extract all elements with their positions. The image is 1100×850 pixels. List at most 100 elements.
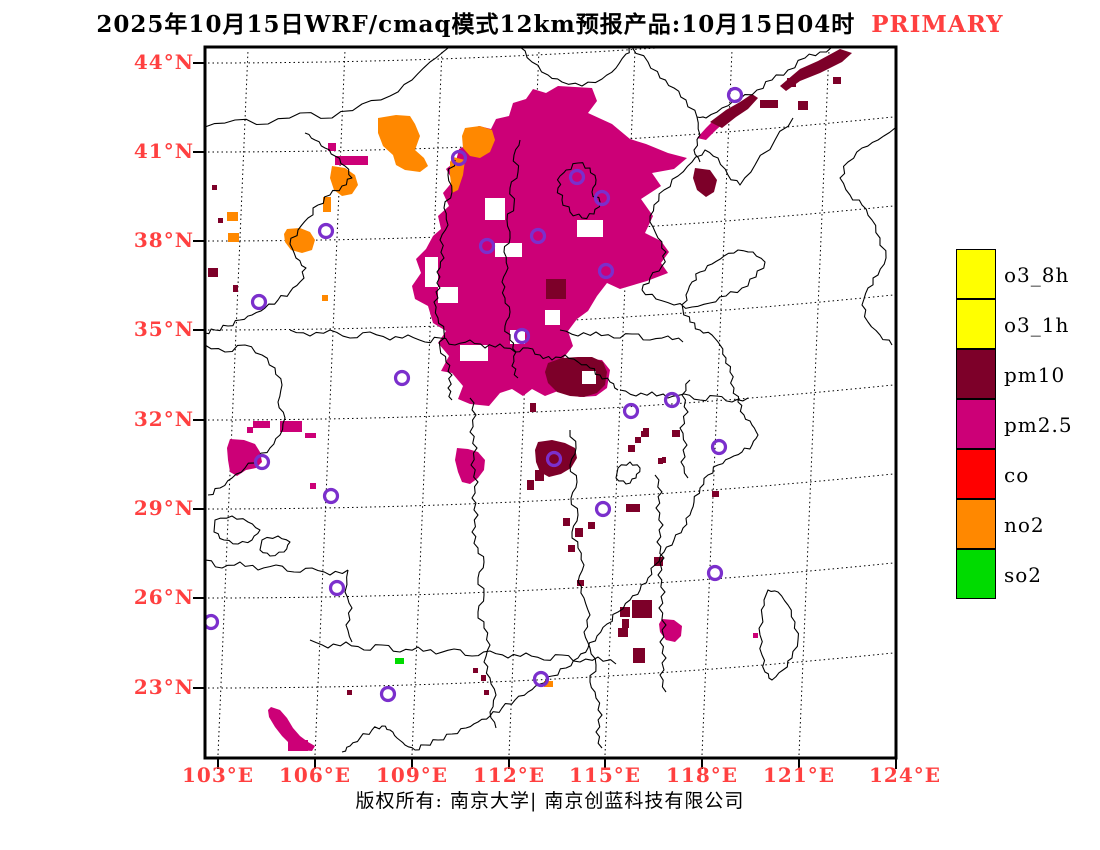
- pm10-area-patch: [484, 690, 489, 695]
- longitude-gridline: [604, 49, 636, 756]
- pm25-area-patch: [455, 448, 485, 484]
- no2-area-patch: [227, 212, 238, 221]
- pm10-area-patch: [633, 648, 645, 663]
- island-outline: [758, 589, 800, 681]
- legend-label-no2: no2: [1004, 513, 1045, 537]
- latitude-gridline: [207, 562, 894, 599]
- pm10-area-patch: [473, 668, 478, 673]
- pm10-area-patch: [710, 94, 758, 128]
- pm10-area-patch: [481, 675, 486, 681]
- city-marker: [594, 500, 612, 518]
- copyright-text: 版权所有: 南京大学| 南京创蓝科技有限公司: [355, 790, 745, 812]
- province-boundary: [654, 474, 667, 693]
- latitude-gridline: [207, 48, 657, 64]
- legend-swatch-pm2_5: [956, 399, 996, 449]
- province-boundary: [433, 159, 456, 401]
- pm25-area-patch: [659, 619, 682, 642]
- pm10-area-patch: [760, 100, 778, 108]
- pm10-area-patch: [208, 268, 218, 277]
- map-frame: [203, 45, 898, 760]
- page-title: 2025年10月15日WRF/cmaq模式12km预报产品:10月15日04时 P…: [0, 5, 1100, 39]
- pm10-area-patch: [658, 458, 663, 464]
- pm25-hole-patch: [438, 287, 458, 303]
- longitude-gridline: [217, 49, 249, 756]
- city-marker: [328, 579, 346, 597]
- city-marker: [322, 487, 340, 505]
- lon-label-103e: 103°E: [182, 763, 254, 787]
- no2-area-patch: [323, 197, 331, 212]
- legend-swatch-so2: [956, 549, 996, 599]
- legend-swatch-o3_1h: [956, 299, 996, 349]
- province-boundary: [344, 569, 353, 643]
- province-boundary: [206, 48, 449, 128]
- so2-area-patch: [395, 658, 404, 664]
- province-boundary: [556, 162, 601, 220]
- city-marker: [710, 438, 728, 456]
- province-boundary: [304, 132, 353, 206]
- pm10-area-patch: [672, 430, 680, 437]
- lon-label-115e: 115°E: [569, 763, 641, 787]
- lake-outline: [615, 461, 641, 485]
- pm10-area-patch: [618, 628, 628, 637]
- pm25-area-patch: [247, 427, 253, 433]
- legend-label-o3_8h: o3_8h: [1004, 263, 1070, 287]
- pm25-hole-patch: [510, 330, 525, 344]
- no2-area-patch: [322, 295, 328, 301]
- city-marker: [706, 564, 724, 582]
- no2-area-patch: [462, 126, 495, 158]
- lake-outline: [213, 515, 261, 545]
- lat-label-44n: 44°N: [133, 50, 194, 74]
- pm10-area-patch: [563, 518, 570, 526]
- city-marker: [379, 685, 397, 703]
- city-marker: [450, 149, 468, 167]
- longitude-gridline: [508, 49, 540, 756]
- province-boundary: [521, 48, 631, 87]
- city-marker: [478, 237, 496, 255]
- no2-area-patch: [330, 166, 358, 196]
- pm10-area-patch: [693, 168, 717, 197]
- longitude-gridline: [896, 50, 926, 755]
- province-boundary: [569, 429, 603, 749]
- pm10-area-patch: [535, 440, 577, 477]
- longitude-gridline: [701, 49, 733, 756]
- pm10-area-patch: [588, 522, 595, 529]
- city-marker: [597, 262, 615, 280]
- pm10-area-patch: [780, 49, 852, 91]
- pm25-area-patch: [310, 483, 316, 489]
- pm25-hole-patch: [460, 345, 488, 361]
- pm10-area-patch: [798, 101, 808, 110]
- lon-label-121e: 121°E: [763, 763, 835, 787]
- city-marker: [726, 86, 744, 104]
- legend-label-o3_1h: o3_1h: [1004, 313, 1070, 337]
- legend-swatch-co: [956, 449, 996, 499]
- pm25-area-patch: [288, 740, 308, 751]
- city-marker: [206, 613, 220, 631]
- province-boundary: [289, 329, 619, 391]
- pm10-hole-patch: [582, 371, 596, 384]
- province-boundary: [632, 48, 832, 119]
- no2-area: [227, 115, 553, 687]
- legend-label-so2: so2: [1004, 563, 1043, 587]
- lat-label-35n: 35°N: [133, 317, 194, 341]
- no2-area-patch: [228, 233, 239, 242]
- pm25-area-patch: [280, 421, 302, 432]
- pm10-area-patch: [635, 437, 641, 443]
- city-marker: [317, 222, 335, 240]
- pm10-hole: [582, 371, 596, 384]
- axis-ticks: [193, 62, 897, 769]
- province-boundary: [839, 127, 895, 346]
- latitude-gridline: [207, 652, 894, 689]
- province-boundary: [206, 344, 286, 496]
- pm10-area-patch: [712, 491, 719, 497]
- province-boundary: [641, 117, 794, 291]
- pm10-area-patch: [218, 218, 223, 223]
- lat-label-32n: 32°N: [133, 407, 194, 431]
- province-boundary: [309, 639, 617, 665]
- pm10-area-patch: [545, 357, 607, 397]
- pm25-area-patch: [753, 633, 758, 638]
- city-marker: [593, 189, 611, 207]
- latitude-gridline: [207, 384, 894, 421]
- pm25-hole-patch: [577, 220, 603, 237]
- city-marker: [513, 327, 531, 345]
